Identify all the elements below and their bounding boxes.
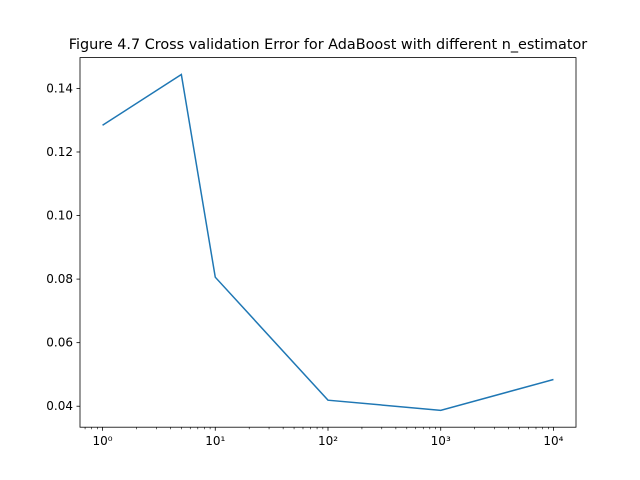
axes-frame — [79, 57, 577, 428]
y-tick-label: 0.08 — [46, 272, 73, 286]
chart-title: Figure 4.7 Cross validation Error for Ad… — [69, 37, 588, 53]
y-tick-label: 0.06 — [46, 336, 73, 350]
x-tick-label: 10¹ — [205, 434, 225, 448]
y-tick-label: 0.14 — [46, 81, 73, 95]
y-tick-label: 0.12 — [46, 145, 73, 159]
x-tick-label: 10⁴ — [543, 434, 563, 448]
y-tick-label: 0.04 — [46, 399, 73, 413]
x-tick-label: 10⁰ — [92, 434, 112, 448]
x-tick-label: 10³ — [431, 434, 451, 448]
x-tick-label: 10² — [318, 434, 338, 448]
y-tick-label: 0.10 — [46, 209, 73, 223]
line — [102, 73, 554, 412]
